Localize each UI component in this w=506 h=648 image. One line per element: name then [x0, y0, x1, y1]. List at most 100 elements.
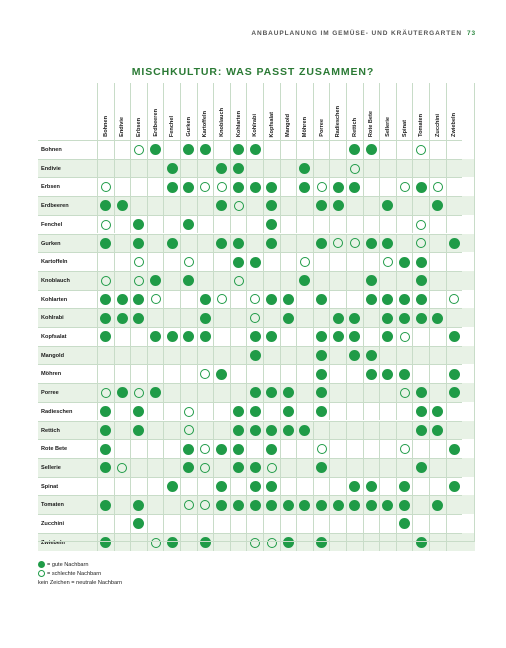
matrix-cell [296, 364, 313, 384]
matrix-cell [213, 289, 230, 309]
bad-neighbor-icon [266, 462, 277, 473]
good-neighbor-icon [116, 293, 128, 305]
good-neighbor-icon [365, 350, 377, 362]
good-neighbor-icon [448, 443, 460, 455]
matrix-cell [146, 252, 164, 271]
bad-neighbor-icon [316, 444, 327, 455]
matrix-cell [146, 457, 164, 477]
matrix-cell [296, 252, 313, 271]
matrix-cell [196, 177, 214, 197]
matrix-cell [163, 327, 180, 346]
matrix-cell [97, 420, 114, 440]
column-header: Kohlarten [229, 83, 247, 140]
matrix-cell [362, 177, 380, 197]
matrix-cell [279, 514, 297, 533]
row-label: Erdbeeren [38, 196, 97, 215]
matrix-cell [445, 364, 463, 384]
matrix-cell [329, 196, 346, 215]
matrix-cell [97, 252, 114, 271]
matrix-cell [180, 383, 197, 402]
bad-neighbor-icon [399, 182, 410, 193]
good-neighbor-icon [399, 256, 411, 268]
matrix-cell [429, 214, 446, 234]
matrix-cell [429, 233, 446, 253]
matrix-cell [130, 196, 147, 215]
matrix-cell [97, 289, 114, 309]
matrix-cell [180, 364, 197, 384]
matrix-cell [362, 457, 380, 477]
matrix-cell [379, 439, 396, 458]
matrix-cell [296, 214, 313, 234]
matrix-cell [180, 158, 197, 178]
matrix-cell [246, 401, 263, 421]
column-header-label: Rettich [351, 118, 358, 137]
column-header: Kartoffeln [196, 83, 214, 140]
good-neighbor-icon [100, 331, 112, 343]
matrix-cell [113, 476, 131, 496]
good-neighbor-icon [365, 368, 377, 380]
matrix-cell [229, 364, 247, 384]
matrix-cell [263, 158, 280, 178]
matrix-cell [346, 252, 363, 271]
matrix-cell [279, 233, 297, 253]
matrix-cell [97, 495, 114, 514]
good-neighbor-icon [399, 480, 411, 492]
good-neighbor-icon [415, 537, 427, 549]
matrix-cell [279, 196, 297, 215]
good-neighbor-icon [382, 312, 394, 324]
good-neighbor-icon [249, 331, 261, 343]
matrix-cell [379, 233, 396, 253]
matrix-cell [379, 532, 396, 552]
good-neighbor-icon [282, 537, 294, 549]
column-header-label: Kohlarten [235, 110, 242, 137]
row-label: Endivie [38, 158, 97, 178]
bad-neighbor-icon [399, 444, 410, 455]
matrix-cell [379, 476, 396, 496]
matrix-cell [362, 158, 380, 178]
matrix-cell [180, 308, 197, 327]
matrix-cell [263, 457, 280, 477]
matrix-cell [395, 439, 413, 458]
bad-neighbor-icon [216, 294, 227, 305]
matrix-cell [395, 158, 413, 178]
legend-bad-text: = schlechte Nachbarn [47, 570, 102, 577]
matrix-cell [113, 308, 131, 327]
good-neighbor-icon [216, 237, 228, 249]
matrix-cell [180, 140, 197, 159]
matrix-cell [346, 214, 363, 234]
matrix-cell [180, 514, 197, 533]
good-neighbor-icon [415, 275, 427, 287]
bad-neighbor-icon [316, 182, 327, 193]
column-header-label: Erbsen [135, 118, 142, 137]
good-neighbor-icon [183, 275, 195, 287]
matrix-cell [163, 158, 180, 178]
matrix-cell [263, 196, 280, 215]
matrix-cell [445, 252, 463, 271]
good-neighbor-icon [332, 499, 344, 511]
matrix-cell [229, 177, 247, 197]
good-neighbor-icon [216, 200, 228, 212]
matrix-cell [146, 532, 164, 552]
matrix-cell [312, 252, 330, 271]
running-title: ANBAUPLANUNG IM GEMÜSE- UND KRÄUTERGARTE… [251, 30, 462, 37]
matrix-cell [362, 233, 380, 253]
matrix-cell [163, 420, 180, 440]
good-neighbor-icon [266, 293, 278, 305]
matrix-cell [329, 514, 346, 533]
good-neighbor-icon [316, 406, 328, 418]
column-header: Knoblauch [213, 83, 230, 140]
matrix-cell [97, 308, 114, 327]
good-neighbor-icon [249, 256, 261, 268]
matrix-cell [346, 401, 363, 421]
row-label: Bohnen [38, 140, 97, 159]
good-neighbor-icon [399, 312, 411, 324]
good-neighbor-icon [100, 443, 112, 455]
matrix-cell [346, 270, 363, 290]
matrix-cell [163, 364, 180, 384]
matrix-cell [163, 383, 180, 402]
matrix-cell [213, 439, 230, 458]
column-header: Zwiebeln [445, 83, 463, 140]
matrix-cell [196, 345, 214, 365]
matrix-cell [412, 289, 429, 309]
good-neighbor-icon [266, 331, 278, 343]
